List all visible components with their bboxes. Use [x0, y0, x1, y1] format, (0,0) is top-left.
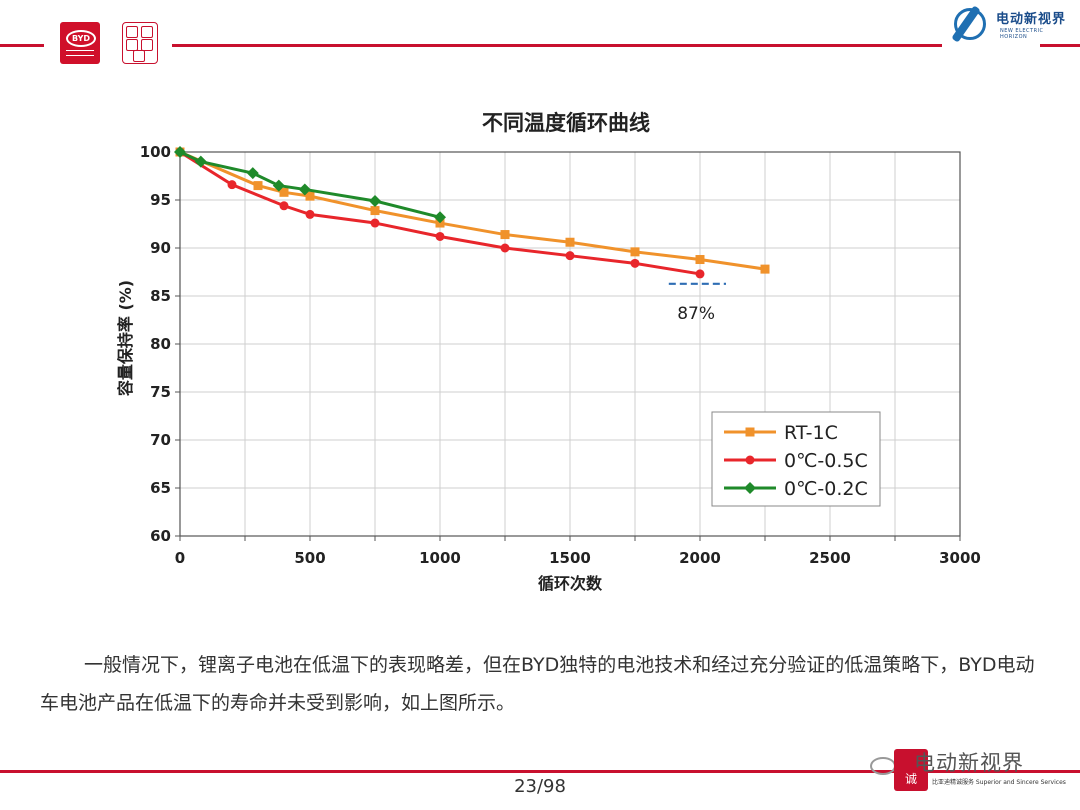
data-point: [272, 179, 285, 192]
y-tick-label: 70: [150, 431, 171, 449]
y-tick-label: 100: [140, 143, 171, 161]
x-axis-label: 循环次数: [538, 574, 603, 593]
data-point: [760, 264, 770, 274]
legend-label: 0℃-0.5C: [784, 450, 868, 472]
watermark-text: 电动新视界: [914, 751, 1024, 775]
header-rule-middle: [172, 44, 942, 47]
data-point: [305, 209, 315, 219]
x-tick-label: 1000: [419, 549, 461, 567]
partner-logo: 电动新视界 NEW ELECTRIC HORIZON: [950, 5, 1072, 43]
y-tick-label: 80: [150, 335, 171, 353]
x-tick-label: 2500: [809, 549, 851, 567]
x-tick-label: 1500: [549, 549, 591, 567]
legend-label: RT-1C: [784, 422, 838, 444]
plot-frame: [179, 151, 961, 537]
data-point: [174, 146, 186, 158]
quality-seal: [122, 22, 158, 64]
wechat-icon: [870, 757, 896, 775]
partner-logo-subtitle: NEW ELECTRIC HORIZON: [1000, 28, 1044, 40]
data-point: [298, 183, 311, 196]
data-point: [227, 180, 237, 190]
header-rule-left: [0, 44, 44, 47]
description-text: 一般情况下，锂离子电池在低温下的表现略差，但在BYD独特的电池技术和经过充分验证…: [40, 646, 1050, 722]
y-axis-label: 容量保持率 (%): [116, 280, 135, 397]
y-tick-label: 90: [150, 239, 171, 257]
data-point: [744, 482, 756, 494]
y-tick-label: 95: [150, 191, 171, 209]
data-point: [246, 167, 259, 180]
series-line: [179, 150, 766, 271]
data-point: [279, 187, 289, 197]
data-point: [565, 251, 575, 261]
x-tick-label: 0: [175, 549, 185, 567]
page-number: 23/98: [514, 776, 566, 797]
data-point: [695, 269, 705, 279]
series-0℃-0.2C: [174, 146, 446, 224]
byd-logo: BYD: [60, 22, 100, 64]
data-point: [370, 206, 380, 216]
data-point: [695, 255, 705, 265]
x-tick-label: 2000: [679, 549, 721, 567]
data-point: [630, 247, 640, 257]
data-point: [435, 231, 445, 241]
y-tick-label: 75: [150, 383, 171, 401]
byd-logo-underline: [66, 50, 94, 56]
data-point: [565, 237, 575, 247]
data-point: [194, 155, 207, 168]
description-paragraph: 一般情况下，锂离子电池在低温下的表现略差，但在BYD独特的电池技术和经过充分验证…: [40, 654, 1035, 714]
data-point: [253, 181, 263, 191]
data-point: [500, 243, 510, 253]
y-tick-label: 65: [150, 479, 171, 497]
series-RT-1C: [175, 147, 770, 274]
data-point: [279, 201, 289, 211]
chart-title: 不同温度循环曲线: [482, 111, 650, 135]
byd-logo-text: BYD: [66, 30, 96, 47]
data-point: [369, 194, 381, 207]
data-point: [500, 230, 510, 240]
partner-logo-title: 电动新视界: [996, 12, 1067, 27]
annotation-label: 87%: [677, 304, 715, 324]
y-tick-label: 60: [150, 527, 171, 545]
watermark-subtext: 比亚迪精诚服务 Superior and Sincere Services: [932, 779, 1066, 786]
data-point: [305, 191, 315, 201]
series-line: [179, 150, 701, 276]
x-tick-label: 3000: [939, 549, 981, 567]
series-0℃-0.5C: [175, 147, 705, 279]
y-tick-label: 85: [150, 287, 171, 305]
data-point: [434, 211, 446, 224]
x-tick-label: 500: [294, 549, 325, 567]
data-point: [745, 427, 755, 437]
data-point: [630, 258, 640, 268]
data-point: [745, 455, 755, 465]
legend-label: 0℃-0.2C: [784, 478, 868, 500]
data-point: [370, 218, 380, 228]
footer-rule: [0, 770, 1080, 773]
header-rule-right: [1040, 44, 1080, 47]
sincere-badge: 诚: [894, 749, 928, 791]
